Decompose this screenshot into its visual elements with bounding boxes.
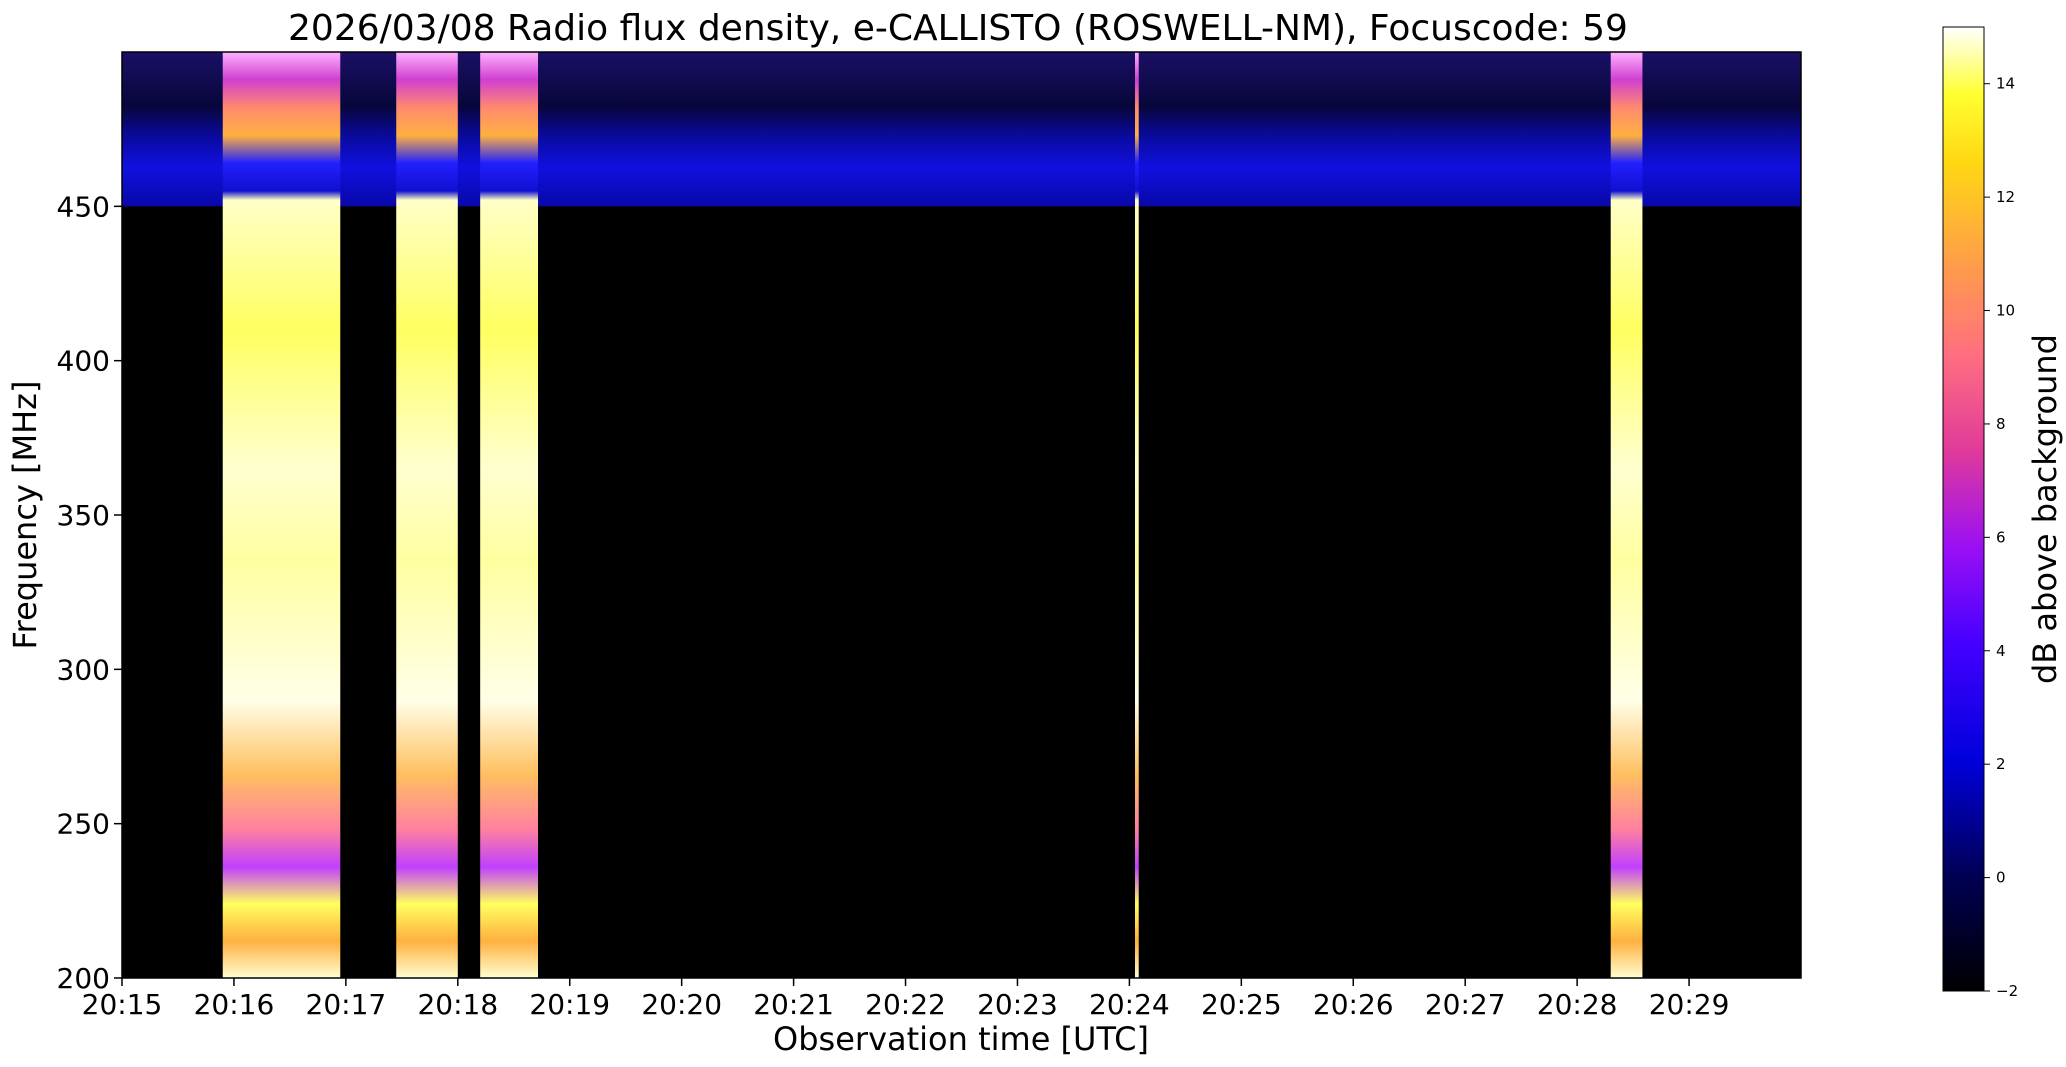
y-tick-label: 400 <box>57 345 110 378</box>
x-tick-label: 20:17 <box>306 988 387 1021</box>
chart-title: 2026/03/08 Radio flux density, e-CALLIST… <box>288 8 1628 49</box>
x-tick-label: 20:18 <box>417 988 498 1021</box>
burst-4 <box>1134 52 1139 978</box>
x-tick-label: 20:19 <box>529 988 610 1021</box>
x-tick-label: 20:16 <box>194 988 275 1021</box>
colorbar-tick-label: −2 <box>1996 982 2018 1000</box>
y-axis: 200 250 300 350 400 450 <box>57 190 122 995</box>
x-tick-label: 20:21 <box>753 988 834 1021</box>
x-tick-label: 20:20 <box>641 988 722 1021</box>
colorbar-tick-label: 10 <box>1996 302 2015 320</box>
colorbar: −2 0 2 4 6 8 10 12 14 dB above background <box>1942 26 2064 1000</box>
colorbar-tick-label: 12 <box>1996 188 2015 206</box>
y-tick-label: 450 <box>57 190 110 223</box>
x-tick-label: 20:29 <box>1649 988 1730 1021</box>
x-tick-label: 20:15 <box>82 988 163 1021</box>
colorbar-tick-label: 0 <box>1996 869 2006 887</box>
y-tick-label: 250 <box>57 808 110 841</box>
x-tick-label: 20:23 <box>977 988 1058 1021</box>
x-tick-label: 20:25 <box>1201 988 1282 1021</box>
x-tick-label: 20:27 <box>1425 988 1506 1021</box>
colorbar-tick-label: 8 <box>1996 415 2006 433</box>
y-tick-label: 300 <box>57 653 110 686</box>
colorbar-tick-label: 6 <box>1996 528 2006 546</box>
burst-layer <box>222 52 1643 978</box>
y-tick-label: 350 <box>57 499 110 532</box>
colorbar-ticks: −2 0 2 4 6 8 10 12 14 <box>1984 75 2018 1000</box>
colorbar-tick-label: 2 <box>1996 755 2006 773</box>
y-axis-label: Frequency [MHz] <box>6 381 44 650</box>
colorbar-tick-label: 14 <box>1996 75 2015 93</box>
burst-1 <box>222 52 341 978</box>
burst-3 <box>480 52 539 978</box>
colorbar-label: dB above background <box>2026 334 2064 684</box>
colorbar-gradient <box>1942 26 1985 992</box>
x-axis: 20:15 20:16 20:17 20:18 20:19 20:20 20:21 20:22… <box>82 978 1730 1021</box>
x-tick-label: 20:22 <box>865 988 946 1021</box>
x-tick-label: 20:28 <box>1537 988 1618 1021</box>
upper-frequency-band <box>122 52 1801 207</box>
plot-area <box>121 51 1802 979</box>
x-tick-label: 20:24 <box>1089 988 1170 1021</box>
y-tick-label: 200 <box>57 962 110 995</box>
burst-2 <box>396 52 458 978</box>
burst-5 <box>1610 52 1643 978</box>
x-tick-label: 20:26 <box>1313 988 1394 1021</box>
x-axis-label: Observation time [UTC] <box>773 1020 1149 1058</box>
colorbar-tick-label: 4 <box>1996 642 2006 660</box>
